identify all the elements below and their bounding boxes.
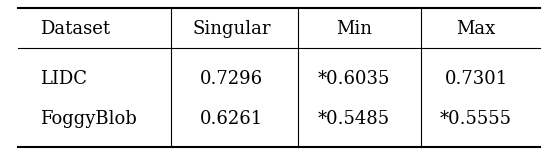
Text: Dataset: Dataset [40, 20, 110, 38]
Text: 0.7296: 0.7296 [200, 70, 263, 88]
Text: *0.5555: *0.5555 [440, 110, 512, 128]
Text: *0.6035: *0.6035 [318, 70, 390, 88]
Text: LIDC: LIDC [40, 70, 87, 88]
Text: FoggyBlob: FoggyBlob [40, 110, 137, 128]
Text: 0.6261: 0.6261 [200, 110, 263, 128]
Text: Min: Min [336, 20, 372, 38]
Text: Singular: Singular [193, 20, 271, 38]
Text: Max: Max [456, 20, 496, 38]
Text: *0.5485: *0.5485 [318, 110, 390, 128]
Text: 0.7301: 0.7301 [445, 70, 508, 88]
